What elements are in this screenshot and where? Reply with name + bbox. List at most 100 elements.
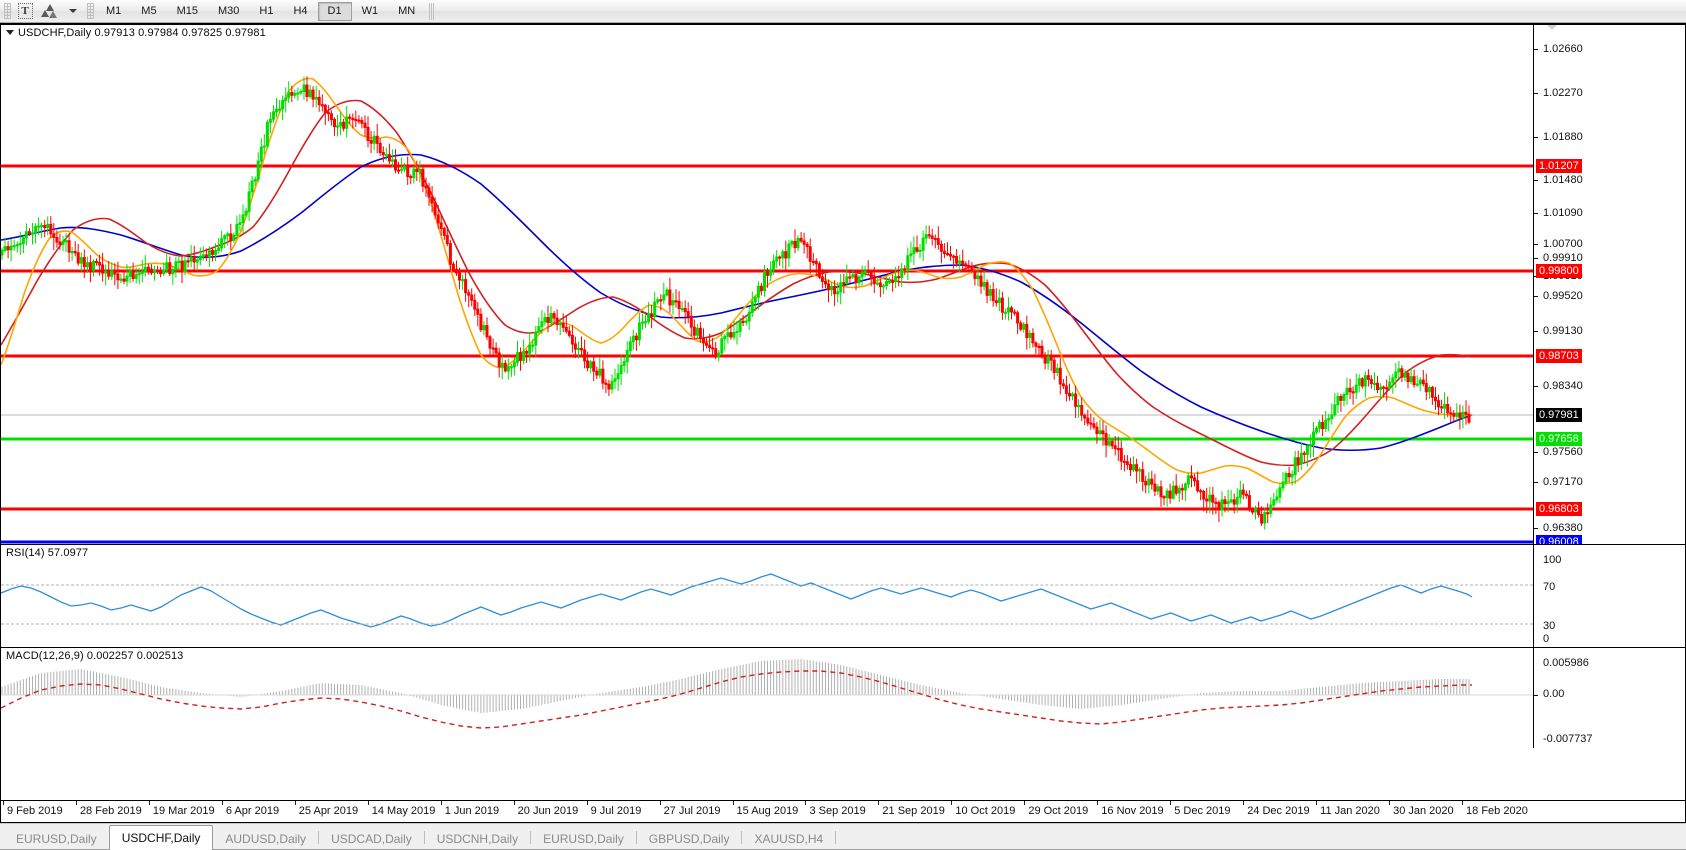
candle-body bbox=[589, 361, 593, 369]
shapes-dropdown-button[interactable] bbox=[62, 1, 84, 21]
timeframe-d1[interactable]: D1 bbox=[317, 1, 352, 21]
candle-body bbox=[750, 301, 754, 313]
candle-body bbox=[949, 253, 952, 257]
tab-usdcnh-daily[interactable]: USDCNH,Daily bbox=[436, 832, 519, 846]
candle-body bbox=[333, 118, 336, 128]
candle-body bbox=[1247, 495, 1251, 511]
date-tick bbox=[805, 801, 807, 805]
candle-body bbox=[747, 311, 751, 322]
candle-body bbox=[1232, 499, 1236, 505]
candle-body bbox=[317, 96, 321, 106]
tab-audusd-daily[interactable]: AUDUSD,Daily bbox=[225, 832, 307, 846]
price-level-tag[interactable]: 1.01207 bbox=[1536, 159, 1582, 173]
rsi-plot[interactable] bbox=[1, 545, 1533, 647]
candle-body bbox=[1223, 499, 1227, 505]
date-axis[interactable]: 9 Feb 2019 28 Feb 2019 19 Mar 2019 6 Apr 20… bbox=[1, 800, 1685, 822]
candle-body bbox=[1257, 508, 1261, 515]
candlestick-series bbox=[1, 76, 1471, 530]
candle-body bbox=[1019, 322, 1023, 330]
toolbar: T M1 M5 M15 M30 H1 H4 D1 W1 MN bbox=[0, 0, 1686, 23]
candle-body bbox=[323, 104, 327, 114]
candle-body bbox=[101, 264, 105, 274]
candle-body bbox=[46, 223, 50, 229]
candle-body bbox=[232, 234, 236, 241]
price-level-tag[interactable]: 0.97658 bbox=[1536, 432, 1582, 446]
price-tick: 1.01090 bbox=[1543, 207, 1583, 219]
toolbar-grip-2[interactable] bbox=[87, 3, 94, 19]
candle-body bbox=[1193, 477, 1196, 482]
tab-gbpusd-daily[interactable]: GBPUSD,Daily bbox=[648, 832, 730, 846]
candle-body bbox=[305, 84, 309, 97]
candle-body bbox=[906, 255, 910, 270]
candle-body bbox=[946, 253, 949, 256]
candle-body bbox=[381, 152, 385, 156]
timeframe-m15[interactable]: M15 bbox=[176, 5, 198, 17]
candle-body bbox=[253, 178, 257, 182]
timeframe-mn[interactable]: MN bbox=[398, 5, 416, 17]
candle-body bbox=[881, 285, 885, 288]
tab-usdchf-daily[interactable]: USDCHF,Daily bbox=[108, 825, 214, 850]
price-level-tag[interactable]: 0.96008 bbox=[1536, 535, 1582, 544]
candle-body bbox=[116, 273, 120, 281]
candle-body bbox=[150, 268, 153, 274]
candle-body bbox=[1144, 480, 1148, 486]
candle-body bbox=[686, 311, 690, 317]
date-label: 10 Oct 2019 bbox=[955, 805, 1016, 817]
rsi-pane[interactable]: RSI(14) 57.0977 100 70 30 0 bbox=[1, 545, 1685, 648]
price-level-tag[interactable]: 0.98703 bbox=[1536, 349, 1582, 363]
rsi-axis[interactable]: 100 70 30 0 bbox=[1533, 545, 1685, 647]
timeframe-h4[interactable]: H4 bbox=[293, 5, 308, 17]
text-tool-button[interactable]: T bbox=[14, 1, 36, 21]
candle-body bbox=[689, 315, 693, 328]
candle-body bbox=[817, 263, 821, 278]
chevron-down-icon[interactable] bbox=[6, 30, 14, 35]
candle-body bbox=[70, 251, 74, 254]
candle-body bbox=[1333, 404, 1337, 416]
candle-body bbox=[650, 313, 654, 317]
toolbar-grip-3[interactable] bbox=[429, 2, 435, 20]
price-pane[interactable]: USDCHF,Daily 0.97913 0.97984 0.97825 0.9… bbox=[1, 25, 1685, 545]
candle-body bbox=[1168, 490, 1172, 499]
tab-eurusd-daily-1[interactable]: EURUSD,Daily bbox=[16, 832, 97, 846]
tab-xauusd-h4[interactable]: XAUUSD,H4 bbox=[754, 832, 824, 846]
tab-usdcad-daily[interactable]: USDCAD,Daily bbox=[331, 832, 412, 846]
shapes-tool-button[interactable] bbox=[38, 1, 60, 21]
candle-body bbox=[1040, 345, 1044, 356]
timeframe-m5[interactable]: M5 bbox=[141, 5, 157, 17]
candle-body bbox=[668, 289, 672, 306]
price-tick: 0.99520 bbox=[1543, 290, 1583, 302]
timeframe-h1[interactable]: H1 bbox=[259, 5, 274, 17]
price-level-tag[interactable]: 0.96803 bbox=[1536, 502, 1582, 516]
candle-body bbox=[1299, 452, 1303, 465]
candle-body bbox=[329, 113, 333, 120]
candle-body bbox=[982, 282, 986, 287]
candle-body bbox=[1366, 375, 1370, 380]
candle-body bbox=[820, 276, 824, 282]
macd-plot[interactable] bbox=[1, 648, 1533, 748]
macd-pane[interactable]: MACD(12,26,9) 0.002257 0.002513 0.005986… bbox=[1, 648, 1685, 748]
timeframe-m30[interactable]: M30 bbox=[217, 5, 240, 17]
candle-body bbox=[488, 336, 492, 349]
candle-body bbox=[34, 226, 38, 234]
price-axis[interactable]: 1.02660 1.02270 1.01880 1.01480 1.01207 … bbox=[1533, 25, 1685, 544]
toolbar-grip[interactable] bbox=[4, 3, 11, 19]
price-plot[interactable] bbox=[1, 25, 1533, 544]
candle-body bbox=[455, 268, 458, 274]
candle-body bbox=[1275, 496, 1279, 501]
timeframe-m1[interactable]: M1 bbox=[106, 5, 122, 17]
candle-body bbox=[1174, 485, 1178, 494]
price-level-tag[interactable]: 0.99800 bbox=[1536, 264, 1582, 278]
chart-collapse-marker[interactable] bbox=[1547, 25, 1557, 30]
candle-body bbox=[958, 260, 962, 264]
candle-body bbox=[1208, 494, 1212, 502]
date-label: 5 Dec 2019 bbox=[1174, 805, 1231, 817]
candle-body bbox=[1351, 391, 1355, 394]
current-price-tag[interactable]: 0.97981 bbox=[1536, 408, 1582, 422]
macd-axis[interactable]: 0.005986 0.00 -0.007737 bbox=[1533, 648, 1685, 748]
timeframe-w1[interactable]: W1 bbox=[361, 5, 379, 17]
candle-body bbox=[15, 244, 19, 247]
tab-eurusd-daily-2[interactable]: EURUSD,Daily bbox=[543, 832, 624, 846]
candle-body bbox=[220, 238, 224, 249]
candle-body bbox=[281, 99, 285, 110]
tab-divider bbox=[318, 830, 320, 844]
